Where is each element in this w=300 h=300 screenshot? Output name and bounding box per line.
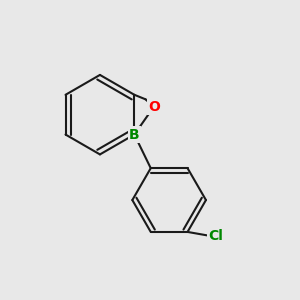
Text: B: B — [129, 128, 140, 142]
Text: Cl: Cl — [208, 229, 223, 243]
Text: O: O — [148, 100, 160, 114]
